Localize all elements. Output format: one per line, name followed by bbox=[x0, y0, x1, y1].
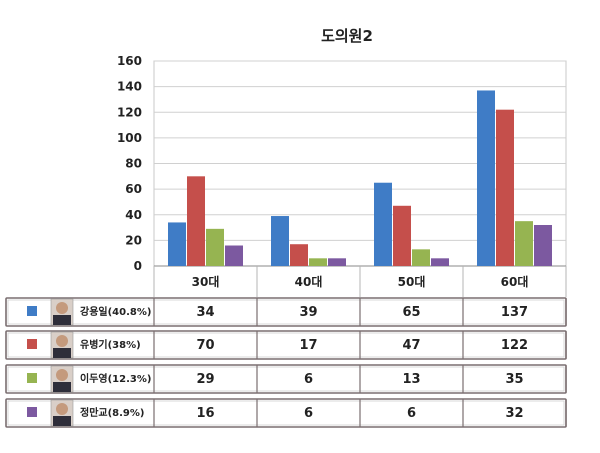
y-tick-label: 0 bbox=[134, 259, 142, 273]
bars bbox=[168, 90, 552, 266]
table-value: 6 bbox=[304, 406, 313, 421]
y-tick-label: 100 bbox=[117, 131, 142, 145]
y-tick-label: 40 bbox=[125, 208, 142, 222]
y-tick-label: 160 bbox=[117, 54, 142, 68]
y-tick-label: 120 bbox=[117, 105, 142, 119]
table-value: 65 bbox=[402, 305, 420, 320]
photo-face bbox=[56, 403, 68, 415]
photo-face bbox=[56, 335, 68, 347]
photo-suit bbox=[53, 382, 71, 392]
category-label: 60대 bbox=[501, 275, 529, 289]
bar bbox=[431, 258, 449, 266]
chart-title: 도의원2 bbox=[321, 27, 373, 45]
table-value: 70 bbox=[196, 338, 214, 353]
table-value: 39 bbox=[299, 305, 317, 320]
table-row-inner bbox=[7, 366, 565, 392]
bar bbox=[393, 205, 411, 266]
table-value: 32 bbox=[505, 406, 523, 421]
photo-suit bbox=[53, 348, 71, 358]
table-value: 17 bbox=[299, 338, 317, 353]
table-row-inner bbox=[7, 332, 565, 358]
grid: 0 20 40 60 80 100 120 140 160 bbox=[117, 54, 567, 273]
y-tick-label: 20 bbox=[125, 233, 142, 247]
bar bbox=[187, 176, 205, 266]
legend-label: 강용일(40.8%) bbox=[80, 305, 151, 318]
legend-swatch bbox=[27, 373, 37, 383]
y-tick-label: 80 bbox=[125, 157, 142, 171]
bar bbox=[328, 258, 346, 266]
table-row-inner bbox=[7, 299, 565, 325]
table-value: 6 bbox=[304, 372, 313, 387]
bar bbox=[271, 216, 289, 266]
bar bbox=[515, 221, 533, 266]
legend-label: 이두영(12.3%) bbox=[80, 372, 151, 385]
category-label: 50대 bbox=[398, 275, 426, 289]
legend-swatch bbox=[27, 407, 37, 417]
legend-label: 유병기(38%) bbox=[80, 338, 141, 351]
photo-face bbox=[56, 302, 68, 314]
y-tick-label: 140 bbox=[117, 80, 142, 94]
table-value: 6 bbox=[407, 406, 416, 421]
bar bbox=[412, 249, 430, 266]
legend-label: 정만교(8.9%) bbox=[80, 406, 144, 419]
table-value: 29 bbox=[196, 372, 214, 387]
category-label: 40대 bbox=[295, 275, 323, 289]
photo-face bbox=[56, 369, 68, 381]
bar bbox=[225, 245, 243, 266]
y-tick-label: 60 bbox=[125, 182, 142, 196]
bar bbox=[206, 228, 224, 266]
table-value: 47 bbox=[402, 338, 420, 353]
bar bbox=[168, 222, 186, 266]
legend-swatch bbox=[27, 339, 37, 349]
table-value: 122 bbox=[501, 338, 528, 353]
bar bbox=[374, 182, 392, 266]
table-row-inner bbox=[7, 400, 565, 426]
bar bbox=[496, 109, 514, 266]
table-value: 16 bbox=[196, 406, 214, 421]
table-value: 137 bbox=[501, 305, 528, 320]
table-value: 13 bbox=[402, 372, 420, 387]
bar bbox=[290, 244, 308, 266]
photo-suit bbox=[53, 416, 71, 426]
bar bbox=[309, 258, 327, 266]
bar bbox=[477, 90, 495, 266]
legend-swatch bbox=[27, 306, 37, 316]
table-value: 34 bbox=[196, 305, 214, 320]
bar bbox=[534, 225, 552, 266]
photo-suit bbox=[53, 315, 71, 325]
category-label: 30대 bbox=[192, 275, 220, 289]
table-value: 35 bbox=[505, 372, 523, 387]
